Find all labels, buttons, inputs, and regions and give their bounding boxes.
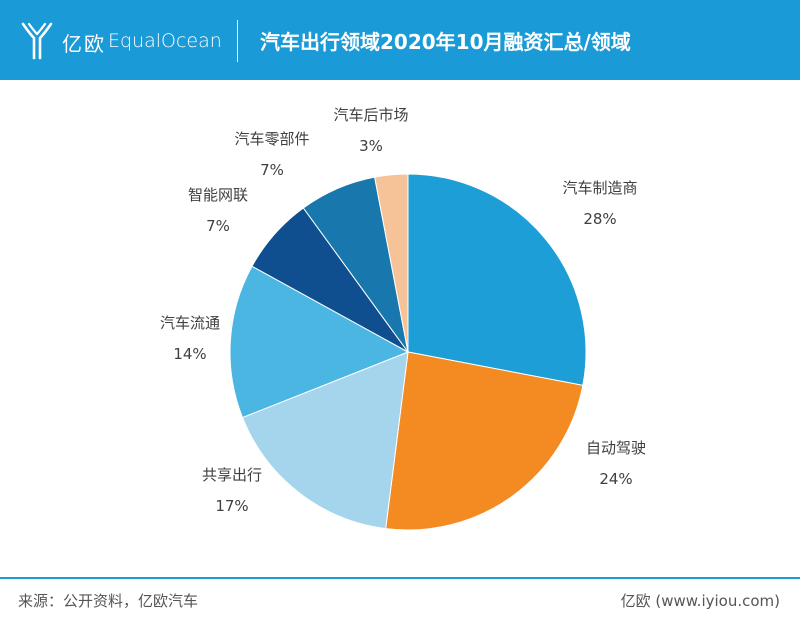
header-banner: 亿欧 EqualOcean 汽车出行领域2020年10月融资汇总/领域 <box>0 0 800 80</box>
slice-label: 共享出行 17% <box>202 466 262 515</box>
slice-category-label: 汽车后市场 <box>333 106 408 124</box>
pie-slice <box>229 265 410 419</box>
slice-category-label: 自动驾驶 <box>586 439 646 457</box>
slice-label: 汽车流通 14% <box>160 314 220 363</box>
slice-category-label: 智能网联 <box>188 186 248 204</box>
slice-value-label: 28% <box>583 210 616 228</box>
slice-value-label: 3% <box>359 137 383 155</box>
slice-label: 汽车零部件 7% <box>234 130 309 179</box>
brand-name-en: EqualOcean <box>108 30 222 52</box>
pie-slice <box>241 351 409 530</box>
slice-label: 汽车制造商 28% <box>562 179 637 228</box>
chart-title: 汽车出行领域2020年10月融资汇总/领域 <box>260 30 631 54</box>
slice-label: 汽车后市场 3% <box>333 106 408 155</box>
footer-divider <box>0 577 800 579</box>
footer-site: 亿欧 (www.iyiou.com) <box>620 592 780 610</box>
footer-source: 来源：公开资料，亿欧汽车 <box>18 592 199 610</box>
slice-category-label: 汽车零部件 <box>234 130 309 148</box>
pie-slice <box>407 173 587 386</box>
slice-value-label: 7% <box>260 161 284 179</box>
slice-value-label: 24% <box>599 470 632 488</box>
pie-slice <box>385 351 584 531</box>
brand-name-cn: 亿欧 <box>62 32 106 56</box>
slice-value-label: 7% <box>206 217 230 235</box>
equalocean-logo-icon <box>21 22 53 60</box>
slice-category-label: 汽车制造商 <box>562 179 637 197</box>
header-divider <box>237 20 238 62</box>
slice-value-label: 17% <box>215 497 248 515</box>
pie-slice <box>374 173 409 353</box>
slice-category-label: 汽车流通 <box>160 314 220 332</box>
pie-chart: 汽车制造商28%自动驾驶24%共享出行17%汽车流通14%智能网联7%汽车零部件… <box>160 106 646 531</box>
slice-label: 自动驾驶 24% <box>586 439 646 488</box>
slice-value-label: 14% <box>173 345 206 363</box>
slice-label: 智能网联 7% <box>188 186 248 235</box>
slice-category-label: 共享出行 <box>202 466 262 484</box>
